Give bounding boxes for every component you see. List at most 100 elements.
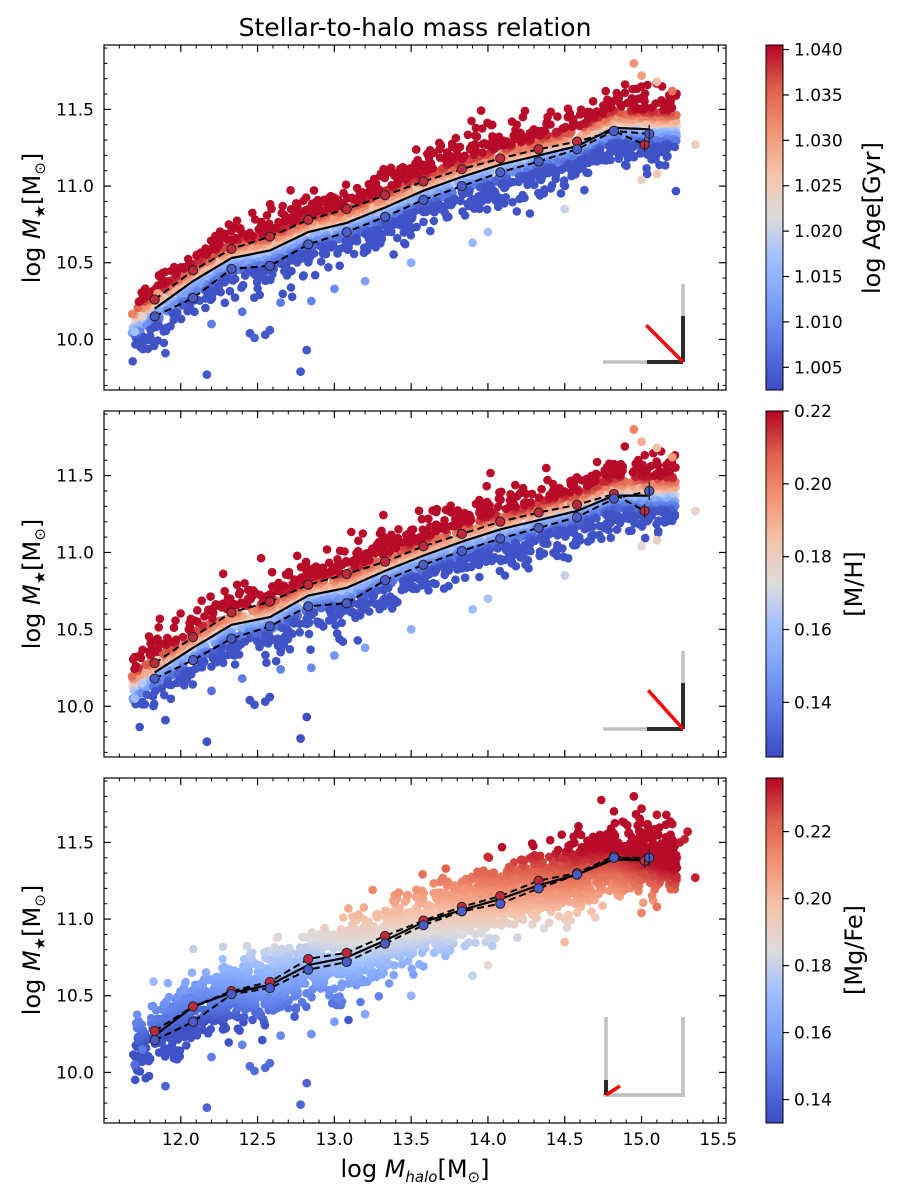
- scatter-dot: [508, 178, 517, 187]
- scatter-point: [130, 327, 139, 336]
- scatter-dot: [329, 240, 338, 249]
- scatter-dot: [180, 681, 189, 690]
- scatter-dot: [452, 134, 461, 143]
- lower-bin-marker: [419, 195, 428, 204]
- scatter-dot: [272, 657, 281, 666]
- scatter-dot: [464, 131, 473, 140]
- lower-bin-marker: [380, 212, 389, 221]
- scatter-point: [668, 87, 677, 96]
- scatter-dot: [601, 87, 610, 96]
- scatter-dot: [210, 287, 219, 296]
- scatter-dot: [589, 97, 598, 106]
- scatter-dot: [488, 121, 497, 130]
- scatter-dot: [422, 208, 431, 217]
- scatter-dot: [621, 80, 630, 89]
- scatter-dot: [461, 573, 470, 582]
- scatter-dot: [430, 201, 439, 210]
- y-tick-label: 10.0: [56, 330, 94, 350]
- scatter-dot: [470, 143, 479, 152]
- colorbar-tick-label: 1.030: [794, 131, 843, 151]
- scatter-dot: [516, 129, 525, 138]
- scatter-dot: [231, 660, 240, 669]
- scatter-dot: [249, 232, 258, 241]
- scatter-dot: [137, 288, 146, 297]
- scatter-dot: [531, 537, 540, 546]
- scatter-dot: [668, 104, 677, 113]
- scatter-dot: [310, 208, 319, 217]
- scatter-dot: [397, 214, 406, 223]
- scatter-dot: [627, 526, 636, 535]
- scatter-point: [207, 320, 216, 329]
- scatter-dot: [461, 211, 470, 220]
- colorbar-tick-label: 1.010: [794, 313, 843, 333]
- scatter-dot: [287, 283, 296, 292]
- upper-bin-marker: [265, 232, 274, 241]
- scatter-dot: [652, 520, 661, 529]
- scatter-dot: [176, 264, 185, 273]
- colorbar-tick-label: 1.040: [794, 41, 843, 61]
- scatter-dot: [287, 256, 296, 265]
- scatter-dot: [499, 136, 508, 145]
- scatter-dot: [617, 102, 626, 111]
- scatter-dot: [515, 195, 524, 204]
- scatter-dot: [292, 199, 301, 208]
- lower-bin-marker: [150, 312, 159, 321]
- upper-bin-marker: [304, 215, 313, 224]
- scatter-dot: [584, 537, 593, 546]
- scatter-dot: [280, 211, 289, 220]
- scatter-dot: [303, 249, 312, 258]
- scatter-dot: [286, 645, 295, 654]
- scatter-dot: [344, 243, 353, 252]
- scatter-dot: [557, 189, 566, 198]
- scatter-dot: [264, 639, 273, 648]
- scatter-dot: [335, 261, 344, 270]
- inset-angle-glyph: [603, 284, 683, 362]
- scatter-dot: [571, 170, 580, 179]
- scatter-point: [652, 77, 661, 86]
- scatter-dot: [442, 153, 451, 162]
- scatter-dot: [189, 680, 198, 689]
- scatter-dot: [589, 111, 598, 120]
- scatter-dot: [382, 222, 391, 231]
- scatter-dot: [547, 184, 556, 193]
- scatter-dot: [528, 131, 537, 140]
- scatter-dot: [493, 544, 502, 553]
- scatter-point: [307, 297, 316, 306]
- scatter-dot: [603, 95, 612, 104]
- scatter-dot: [294, 207, 303, 216]
- scatter-dot: [387, 164, 396, 173]
- upper-bin-marker: [150, 295, 159, 304]
- upper-bin-marker: [380, 191, 389, 200]
- lower-bin-marker: [609, 126, 618, 135]
- scatter-dot: [355, 600, 364, 609]
- scatter-dot: [149, 702, 158, 711]
- scatter-dot: [668, 512, 677, 521]
- scatter-dot: [425, 570, 434, 579]
- scatter-point: [468, 238, 477, 247]
- scatter-dot: [661, 161, 670, 170]
- scatter-dot: [636, 94, 645, 103]
- scatter-point: [637, 71, 646, 80]
- scatter-dot: [228, 276, 237, 285]
- panel-middle: 10.010.511.011.5 log M★[M⊙] 0.140.160.18…: [18, 402, 868, 757]
- scatter-dot: [410, 167, 419, 176]
- scatter-point: [691, 140, 700, 149]
- scatter-dot: [266, 200, 275, 209]
- scatter-dot: [430, 217, 439, 226]
- scatter-dot: [523, 181, 532, 190]
- scatter-dot: [412, 223, 421, 232]
- scatter-point: [202, 370, 211, 379]
- scatter-dot: [453, 151, 462, 160]
- scatter-dot: [619, 147, 628, 156]
- lower-bin-marker: [227, 264, 236, 273]
- scatter-dot: [486, 182, 495, 191]
- scatter-dot: [364, 243, 373, 252]
- scatter-dot: [288, 293, 297, 302]
- scatter-dot: [477, 106, 486, 115]
- scatter-dot: [405, 218, 414, 227]
- scatter-dot: [568, 123, 577, 132]
- scatter-point: [161, 349, 170, 358]
- scatter-dot: [595, 147, 604, 156]
- scatter-dot: [402, 174, 411, 183]
